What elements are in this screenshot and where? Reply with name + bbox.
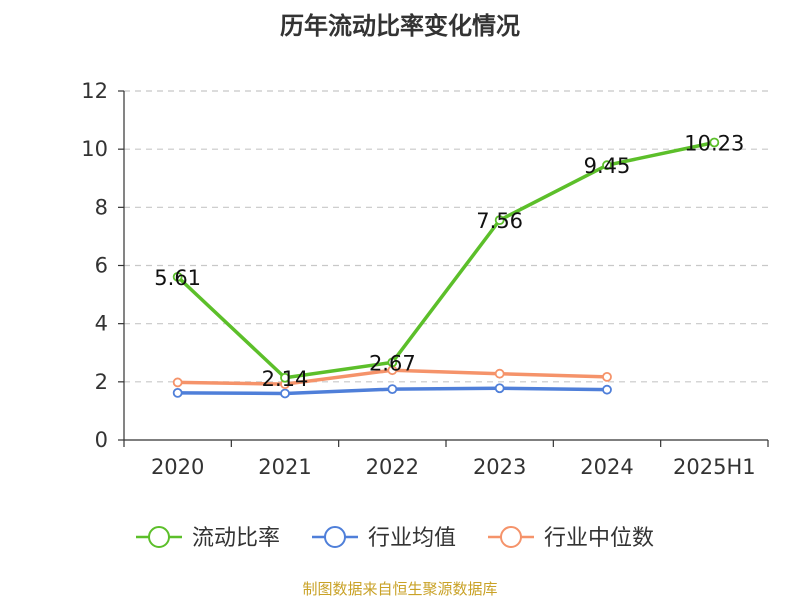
- legend-label-2: 行业中位数: [544, 526, 654, 551]
- x-tick-label-2020: 2020: [151, 455, 204, 479]
- series-line-0: [176, 140, 715, 380]
- x-tick-label-2025H1: 2025H1: [673, 455, 756, 479]
- legend-swatch-marker-2: [500, 526, 522, 548]
- data-point-1-4: [602, 384, 612, 395]
- data-label-4: 9.45: [584, 154, 631, 178]
- data-label-3: 7.56: [476, 209, 523, 233]
- y-tick-label-10: 10: [81, 137, 108, 161]
- x-tick-label-2022: 2022: [366, 455, 419, 479]
- data-point-1-2: [387, 384, 398, 395]
- y-tick-label-0: 0: [95, 428, 108, 452]
- data-point-0-5: [709, 137, 720, 148]
- data-point-0-0: [172, 271, 183, 282]
- data-point-1-1: [280, 388, 290, 399]
- chart-title: 历年流动比率变化情况: [280, 12, 520, 40]
- legend-label-0: 流动比率: [192, 526, 280, 551]
- data-point-1-0: [172, 387, 183, 398]
- data-point-2-4: [602, 371, 612, 382]
- source-note: 制图数据来自恒生聚源数据库: [302, 580, 498, 598]
- data-labels: 5.61 2.14 2.67 7.56 9.45 10.23: [154, 131, 744, 390]
- data-label-5: 10.23: [684, 131, 744, 155]
- x-tick-label-2023: 2023: [473, 455, 526, 479]
- data-label-1: 2.14: [262, 367, 309, 391]
- data-point-2-0: [172, 377, 183, 388]
- y-tick-label-8: 8: [95, 195, 108, 219]
- axes: 0 2 4 6 8 10 12 2020 2021 2022 2023 2024 2025H1: [81, 79, 769, 479]
- data-label-0: 5.61: [154, 266, 201, 290]
- legend-item-1[interactable]: 行业均值: [312, 526, 456, 551]
- y-tick-label-2: 2: [95, 370, 108, 394]
- legend-item-2[interactable]: 行业中位数: [488, 526, 654, 551]
- legend-swatch-marker-0: [148, 526, 170, 548]
- legend-swatch-marker-1: [324, 526, 346, 548]
- legend[interactable]: 流动比率 行业均值 行业中位数: [136, 526, 654, 551]
- legend-label-1: 行业均值: [368, 526, 456, 551]
- data-point-0-1: [280, 372, 290, 383]
- y-tick-label-6: 6: [95, 254, 108, 278]
- data-point-0-3: [494, 215, 505, 226]
- data-point-1-3: [494, 383, 505, 394]
- series-lines: [172, 137, 720, 399]
- x-tick-label-2024: 2024: [580, 455, 633, 479]
- y-tick-label-12: 12: [81, 79, 108, 103]
- y-tick-label-4: 4: [95, 312, 108, 336]
- data-point-0-2: [387, 357, 398, 368]
- data-point-0-4: [602, 160, 612, 171]
- x-tick-label-2021: 2021: [258, 455, 311, 479]
- legend-item-0[interactable]: 流动比率: [136, 526, 280, 551]
- data-point-2-3: [494, 368, 505, 379]
- grid-lines: [124, 90, 768, 383]
- data-label-2: 2.67: [369, 351, 416, 375]
